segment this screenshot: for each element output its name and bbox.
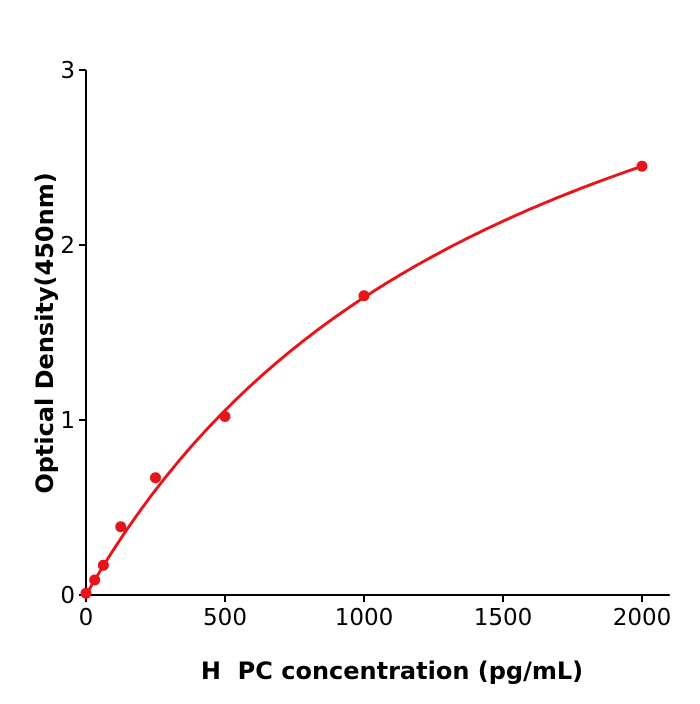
fit-curve [84,164,643,596]
y-tick-label: 0 [60,583,75,609]
data-point [219,411,231,422]
x-tick-label: 1500 [474,605,533,631]
x-tick-label: 500 [203,605,247,631]
y-tick-label: 3 [60,58,75,84]
data-point [150,472,161,484]
data-point [358,290,370,302]
y-tick-label: 1 [60,408,75,434]
data-point [97,559,109,571]
data-point [80,587,92,599]
x-axis-label: H PC concentration (pg/mL) [201,657,583,685]
x-tick-label: 2000 [613,605,672,631]
x-tick-label: 1000 [335,605,394,631]
y-tick-label: 2 [60,233,75,259]
x-tick-label: 0 [79,605,94,631]
y-axis-label: Optical Density(450nm) [31,172,59,493]
data-point [89,574,101,586]
data-point [115,521,127,533]
data-point [636,160,648,172]
